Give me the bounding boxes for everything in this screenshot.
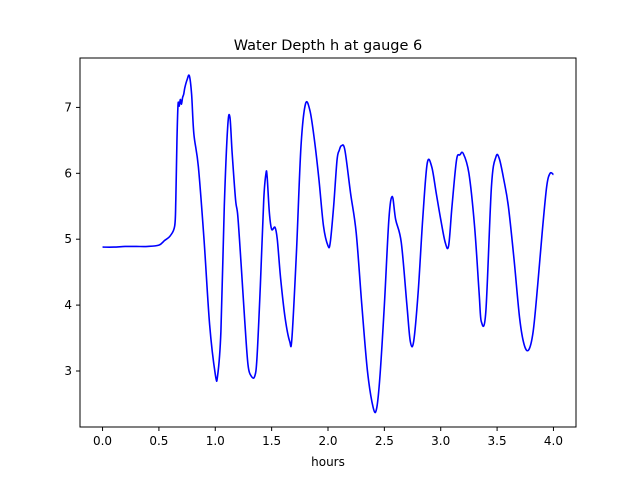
y-axis: 3 4 5 6 7 (64, 100, 80, 378)
series-layer (102, 74, 554, 414)
x-tick-label: 2.0 (318, 434, 337, 448)
y-tick-label: 4 (64, 298, 72, 312)
x-axis: 0.0 0.5 1.0 1.5 2.0 2.5 3.0 3.5 4.0 (93, 427, 563, 448)
series-line-water-depth (102, 74, 554, 414)
x-tick-label: 3.5 (488, 434, 507, 448)
y-tick-label: 6 (64, 166, 72, 180)
plot-area (79, 57, 577, 428)
x-tick-label: 0.0 (93, 434, 112, 448)
plot-background (80, 58, 576, 427)
x-axis-label: hours (311, 455, 345, 469)
x-tick-label: 1.5 (262, 434, 281, 448)
x-tick-label: 4.0 (544, 434, 563, 448)
y-tick-label: 7 (64, 100, 72, 114)
y-tick-label: 5 (64, 232, 72, 246)
y-tick-label: 3 (64, 364, 72, 378)
chart-title: Water Depth h at gauge 6 (234, 38, 422, 54)
x-tick-label: 1.0 (206, 434, 225, 448)
x-tick-label: 0.5 (149, 434, 168, 448)
x-tick-label: 3.0 (431, 434, 450, 448)
x-tick-label: 2.5 (375, 434, 394, 448)
